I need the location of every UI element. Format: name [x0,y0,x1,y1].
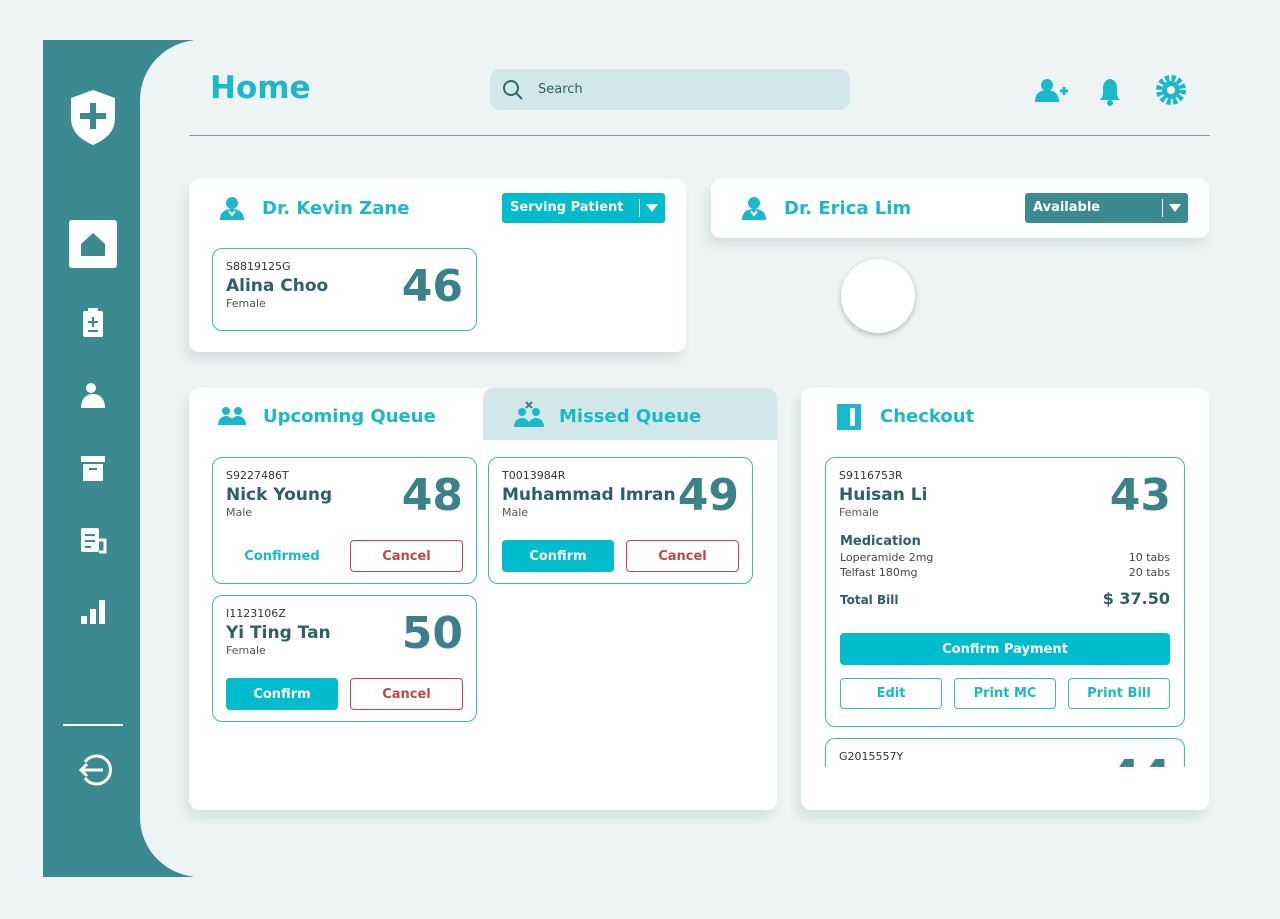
patient-gender: Female [226,644,266,657]
status-dropdown[interactable]: Available [1025,193,1188,223]
patient-card: G2015557Y 44 [825,738,1185,767]
dropdown-divider [639,199,640,217]
patient-card: S8819125G Alina Choo Female 46 [212,248,477,331]
status-text: Available [1033,200,1101,215]
doctor-name: Dr. Erica Lim [784,198,912,219]
search-placeholder[interactable]: Search [538,82,583,97]
action-button[interactable]: Edit [840,678,942,709]
patient-name: Huisan Li [839,485,928,505]
patient-card: S9116753R Huisan Li Female 43 Medication Lope… [825,457,1185,727]
search-icon [503,80,523,100]
missed-tab[interactable] [483,388,777,440]
patient-card: I1123106Z Yi Ting Tan Female 50 Confirm Cance… [212,595,477,722]
patient-card: S9227486T Nick Young Male 48 Confirmed Cancel [212,457,477,584]
patient-gender: Male [502,506,529,519]
action-button[interactable]: Print Bill [1068,678,1170,709]
patient-gender: Female [226,297,266,310]
patient-gender: Female [839,506,879,519]
patient-card: T0013984R Muhammad Imran Male 49 Confirm Canc… [488,457,753,584]
queue-number: 49 [677,470,739,521]
queue-number: 50 [401,608,463,659]
total-label: Total Bill [840,593,899,607]
patient-id: T0013984R [502,469,566,482]
dropdown-divider [1162,199,1163,217]
patient-gender: Male [226,506,253,519]
total-amount: $ 37.50 [1102,589,1170,608]
patient-id: S8819125G [226,260,291,273]
patient-id: I1123106Z [226,607,286,620]
patient-name: Alina Choo [226,276,329,296]
patient-id: S9116753R [839,469,903,482]
confirm-button[interactable]: Confirm [502,540,614,572]
card-clip: G2015557Y 44 [825,738,1185,767]
door-icon [835,403,867,437]
sidebar-icons [63,90,123,786]
patient-id: S9227486T [226,469,289,482]
cancel-button[interactable]: Cancel [350,678,463,710]
cancel-button[interactable]: Cancel [350,540,463,572]
patient-name: Nick Young [226,485,333,505]
doctor-icon [740,194,772,228]
medication-name: Telfast 180mg [840,566,918,579]
missed-icon [513,401,545,435]
queue-number: 46 [401,261,463,312]
queue-number: 44 [1110,751,1171,767]
medication-label: Medication [840,534,921,549]
header-icons [1035,75,1186,106]
panel-title: Checkout [880,406,975,427]
group-icon [217,403,249,437]
page-title: Home [210,70,311,106]
cancel-button[interactable]: Cancel [626,540,739,572]
status-text: Serving Patient [510,200,624,215]
confirm-payment-button[interactable]: Confirm Payment [840,633,1170,665]
queue-number: 48 [401,470,463,521]
status-dropdown[interactable]: Serving Patient [502,193,665,223]
patient-id: G2015557Y [839,750,904,763]
queue-number: 43 [1109,470,1171,521]
confirm-button[interactable]: Confirm [226,678,338,710]
action-button[interactable]: Print MC [954,678,1056,709]
cursor-indicator [841,259,915,333]
patient-name: Yi Ting Tan [226,623,331,643]
tab-label[interactable]: Missed Queue [559,406,702,427]
dropdown-arrow [646,204,658,212]
status-label: Confirmed [244,548,320,564]
doctor-name: Dr. Kevin Zane [262,198,410,219]
dropdown-arrow [1169,204,1181,212]
search-box[interactable] [490,69,850,110]
tab-label[interactable]: Upcoming Queue [263,406,436,427]
medication-name: Loperamide 2mg [840,551,934,564]
divider [189,135,1210,136]
medication-qty: 10 tabs [1128,551,1170,564]
doctor-icon [218,194,250,228]
medication-qty: 20 tabs [1128,566,1170,579]
patient-name: Muhammad Imran [502,485,676,505]
